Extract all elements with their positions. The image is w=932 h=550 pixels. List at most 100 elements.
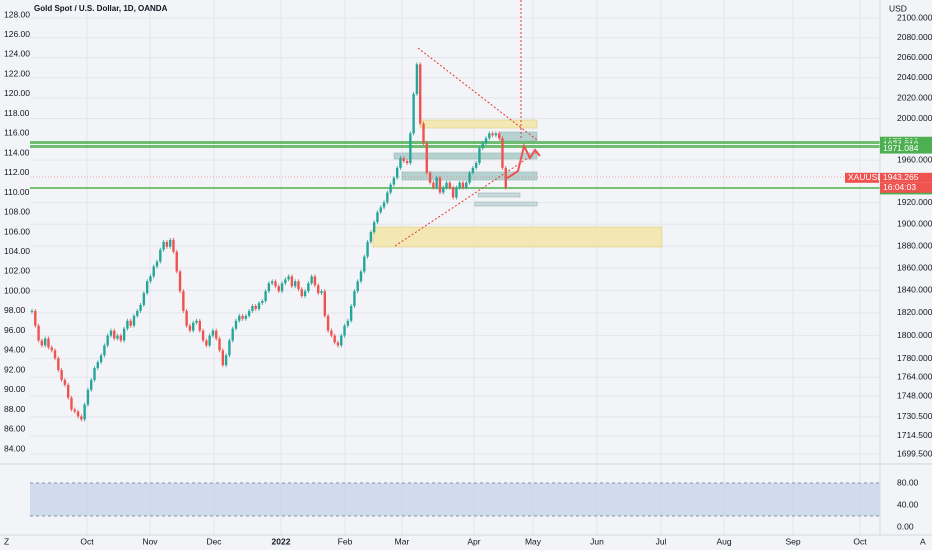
candle [43, 338, 47, 346]
candle [113, 330, 116, 339]
candle [47, 338, 50, 348]
candle [215, 330, 218, 339]
y-tick-label: 122.00 [4, 68, 30, 78]
candle [50, 347, 53, 351]
y2-tick-label: 1714.500 [897, 430, 932, 440]
candle [392, 177, 396, 185]
candle [501, 138, 504, 168]
candle [333, 335, 336, 343]
candle [353, 291, 356, 306]
candle [224, 355, 228, 366]
y2-tick-label: 1699.500 [897, 448, 932, 458]
candle [37, 325, 40, 341]
candle [474, 162, 478, 168]
candle [455, 187, 458, 198]
candle [142, 293, 146, 305]
candle [70, 397, 73, 410]
stoch-tick-label: 0.00 [897, 521, 914, 531]
price-tag-label: 16:04:03 [883, 182, 916, 192]
x-tick-label: Nov [142, 536, 158, 546]
candle [109, 330, 113, 336]
candle [326, 315, 330, 331]
candle [399, 158, 402, 168]
candle [129, 320, 132, 326]
candle [192, 322, 195, 331]
stoch-band [30, 483, 880, 516]
candle [280, 283, 284, 292]
candle [247, 310, 251, 316]
candle [405, 160, 409, 163]
y-tick-label: 90.00 [4, 384, 26, 394]
x-tick-label: Aug [716, 536, 731, 546]
symbol-tag [845, 172, 879, 183]
candle [343, 325, 346, 336]
candle [83, 404, 86, 420]
projection [506, 143, 541, 179]
trend-line [394, 151, 538, 247]
candle [60, 370, 63, 380]
candle [76, 411, 80, 417]
candle [93, 368, 96, 380]
candle [313, 276, 317, 286]
y-tick-label: 116.00 [4, 128, 30, 138]
candles [30, 62, 507, 422]
candle [254, 305, 257, 309]
candle [66, 384, 70, 398]
y2-tick-label: 1880.000 [897, 240, 932, 250]
support-line [30, 141, 880, 144]
candle [96, 362, 99, 369]
candle [376, 212, 379, 223]
candle [488, 133, 491, 139]
y-tick-label: 86.00 [4, 424, 26, 434]
y-tick-label: 88.00 [4, 404, 26, 414]
candle [90, 379, 93, 390]
candle [34, 310, 37, 326]
candle [152, 266, 155, 277]
candle [116, 335, 119, 339]
candle [86, 389, 90, 405]
candle [422, 123, 425, 144]
candle [438, 177, 442, 193]
price-tag [880, 172, 932, 183]
candle [185, 310, 188, 326]
candle [287, 276, 290, 280]
y-tick-label: 102.00 [4, 266, 30, 276]
price-tag [880, 182, 932, 193]
candle [428, 172, 432, 183]
zone-box [499, 131, 538, 142]
candle [382, 202, 386, 208]
candle [389, 184, 392, 193]
y2-tick-label: 2020.000 [897, 92, 932, 102]
price-tag-label: 1971.084 [883, 143, 919, 153]
candle [366, 241, 369, 257]
candle [228, 340, 231, 356]
candle [244, 315, 248, 319]
candle [73, 409, 76, 412]
y-tick-label: 114.00 [4, 147, 30, 157]
candle [106, 335, 109, 346]
candle [231, 328, 234, 341]
candle [465, 182, 468, 188]
candle [419, 64, 422, 124]
grid [30, 0, 880, 535]
candle [238, 315, 241, 321]
y-tick-label: 104.00 [4, 246, 30, 256]
zone-box [477, 192, 521, 198]
candle [349, 305, 353, 321]
y-tick-label: 96.00 [4, 325, 26, 335]
candle [435, 177, 438, 188]
y-tick-label: 106.00 [4, 226, 30, 236]
candle [504, 167, 507, 188]
candle [201, 330, 205, 341]
candle [40, 340, 44, 346]
x-tick-label: Oct [80, 536, 94, 546]
candle [442, 187, 445, 193]
stoch-tick-label: 80.00 [897, 477, 919, 487]
candle [379, 207, 382, 213]
candle [284, 279, 287, 284]
candle [471, 167, 475, 173]
candle [241, 315, 244, 319]
candle [175, 251, 178, 272]
